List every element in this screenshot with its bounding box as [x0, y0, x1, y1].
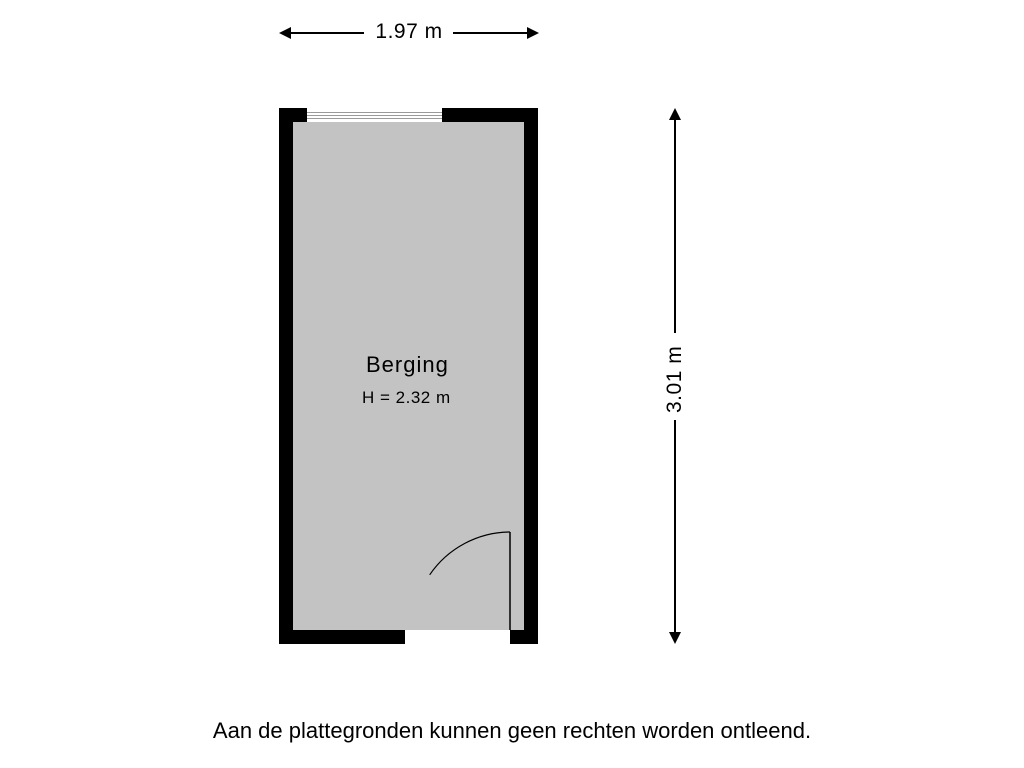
footer-disclaimer: Aan de plattegronden kunnen geen rechten…: [0, 718, 1024, 744]
dim-right-arrow-top: [669, 108, 681, 120]
dim-right-label: 3.01 m: [663, 346, 687, 413]
dim-top-arrow-right: [527, 27, 539, 39]
room-height-label: H = 2.32 m: [362, 388, 451, 408]
dim-right-arrow-bottom: [669, 632, 681, 644]
room-name: Berging: [366, 352, 449, 378]
dim-top-line-right: [453, 32, 528, 34]
floorplan-canvas: 1.97 m 3.01 m Berging H = 2.32 m Aan de …: [0, 0, 1024, 768]
dim-right-line-top: [674, 118, 676, 333]
dim-right-line-bottom: [674, 420, 676, 634]
